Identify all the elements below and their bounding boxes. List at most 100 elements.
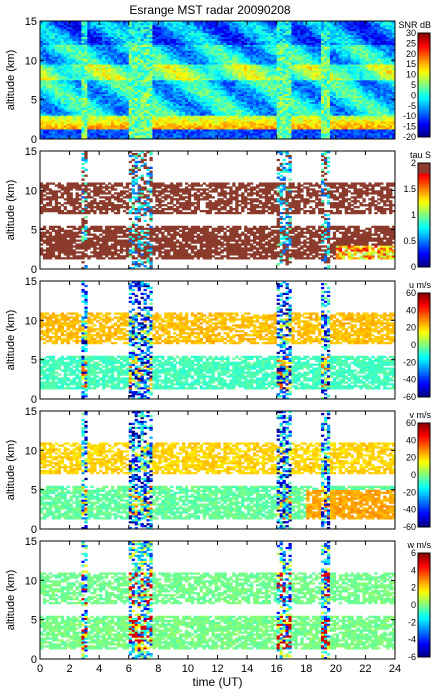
- heatmap-cell: [193, 87, 198, 91]
- heatmap-cell: [226, 38, 230, 41]
- heatmap-cell: [102, 21, 106, 24]
- heatmap-cell: [128, 95, 133, 98]
- heatmap-cell: [238, 60, 242, 63]
- heatmap-cell: [149, 74, 153, 77]
- heatmap-cell: [255, 91, 260, 95]
- heatmap-cell: [81, 80, 85, 83]
- heatmap-cell: [90, 97, 94, 100]
- heatmap-cell: [208, 89, 212, 93]
- heatmap-cell: [63, 76, 67, 79]
- heatmap-cell: [202, 121, 206, 124]
- heatmap-cell: [105, 48, 109, 51]
- heatmap-cell: [93, 24, 97, 28]
- heatmap-cell: [208, 115, 212, 118]
- heatmap-cell: [173, 36, 177, 39]
- heatmap-cell: [255, 85, 260, 89]
- heatmap-cell: [90, 74, 94, 77]
- heatmap-cell: [190, 40, 195, 43]
- heatmap-cell: [211, 46, 215, 49]
- heatmap-cell: [131, 115, 135, 118]
- heatmap-cell: [146, 113, 150, 116]
- heatmap-cell: [116, 91, 121, 95]
- heatmap-cell: [128, 66, 133, 69]
- heatmap-cell: [258, 56, 263, 59]
- heatmap-cell: [75, 24, 79, 28]
- heatmap-cell: [63, 97, 67, 100]
- heatmap-cell: [255, 54, 260, 57]
- heatmap-cell: [158, 58, 162, 61]
- heatmap-cell: [250, 131, 254, 134]
- heatmap-cell: [134, 121, 138, 124]
- heatmap-cell: [261, 64, 266, 67]
- heatmap-cell: [111, 40, 115, 43]
- heatmap-cell: [176, 74, 180, 77]
- heatmap-cell: [51, 64, 56, 67]
- heatmap-cell: [146, 70, 150, 73]
- heatmap-cell: [40, 99, 44, 102]
- heatmap-cell: [128, 113, 133, 116]
- heatmap-cell: [66, 117, 70, 120]
- heatmap-cell: [244, 109, 248, 112]
- heatmap-cell: [140, 133, 144, 136]
- heatmap-cell: [119, 125, 124, 128]
- heatmap-cell: [279, 125, 283, 128]
- heatmap-cell: [229, 113, 233, 116]
- heatmap-cell: [187, 28, 192, 32]
- heatmap-cell: [99, 38, 103, 41]
- heatmap-cell: [48, 131, 53, 134]
- heatmap-cell: [208, 42, 212, 45]
- heatmap-cell: [241, 117, 245, 120]
- heatmap-cell: [193, 111, 198, 114]
- heatmap-cell: [253, 60, 257, 63]
- heatmap-cell: [69, 58, 73, 61]
- heatmap-cell: [116, 44, 121, 47]
- heatmap-cell: [146, 99, 150, 102]
- heatmap-cell: [75, 95, 79, 98]
- heatmap-cell: [199, 121, 204, 124]
- heatmap-cell: [42, 93, 47, 97]
- heatmap-cell: [134, 89, 138, 93]
- heatmap-cell: [116, 105, 121, 108]
- heatmap-cell: [54, 70, 59, 73]
- heatmap-cell: [105, 74, 109, 77]
- heatmap-cell: [199, 28, 204, 32]
- heatmap-cell: [78, 131, 82, 134]
- heatmap-cell: [158, 72, 162, 75]
- heatmap-cell: [264, 119, 269, 122]
- heatmap-cell: [244, 48, 248, 51]
- heatmap-cell: [155, 121, 159, 124]
- heatmap-cell: [223, 133, 227, 136]
- heatmap-cell: [176, 131, 180, 134]
- heatmap-cell: [125, 97, 130, 100]
- heatmap-cell: [214, 121, 218, 124]
- heatmap-cell: [220, 125, 224, 128]
- heatmap-cell: [111, 131, 115, 134]
- heatmap-cell: [40, 76, 44, 79]
- heatmap-cell: [208, 109, 212, 112]
- heatmap-cell: [125, 66, 130, 69]
- heatmap-cell: [229, 32, 233, 36]
- heatmap-cell: [122, 97, 127, 100]
- heatmap-cell: [214, 72, 218, 75]
- heatmap-cell: [202, 56, 206, 59]
- heatmap-cell: [238, 24, 242, 28]
- heatmap-cell: [258, 83, 263, 87]
- heatmap-cell: [220, 99, 224, 102]
- heatmap-cell: [179, 56, 183, 59]
- heatmap-cell: [158, 80, 162, 83]
- heatmap-cell: [54, 85, 59, 89]
- heatmap-cell: [205, 34, 209, 38]
- heatmap-cell: [285, 109, 289, 112]
- heatmap-cell: [167, 34, 171, 38]
- heatmap-cell: [69, 50, 73, 53]
- heatmap-cell: [199, 127, 204, 130]
- heatmap-cell: [40, 135, 44, 138]
- heatmap-cell: [75, 117, 79, 120]
- heatmap-cell: [211, 85, 215, 89]
- heatmap-cell: [167, 80, 171, 83]
- heatmap-cell: [217, 72, 221, 75]
- heatmap-cell: [182, 24, 186, 28]
- heatmap-cell: [232, 103, 236, 106]
- heatmap-cell: [152, 109, 156, 112]
- heatmap-cell: [250, 101, 254, 104]
